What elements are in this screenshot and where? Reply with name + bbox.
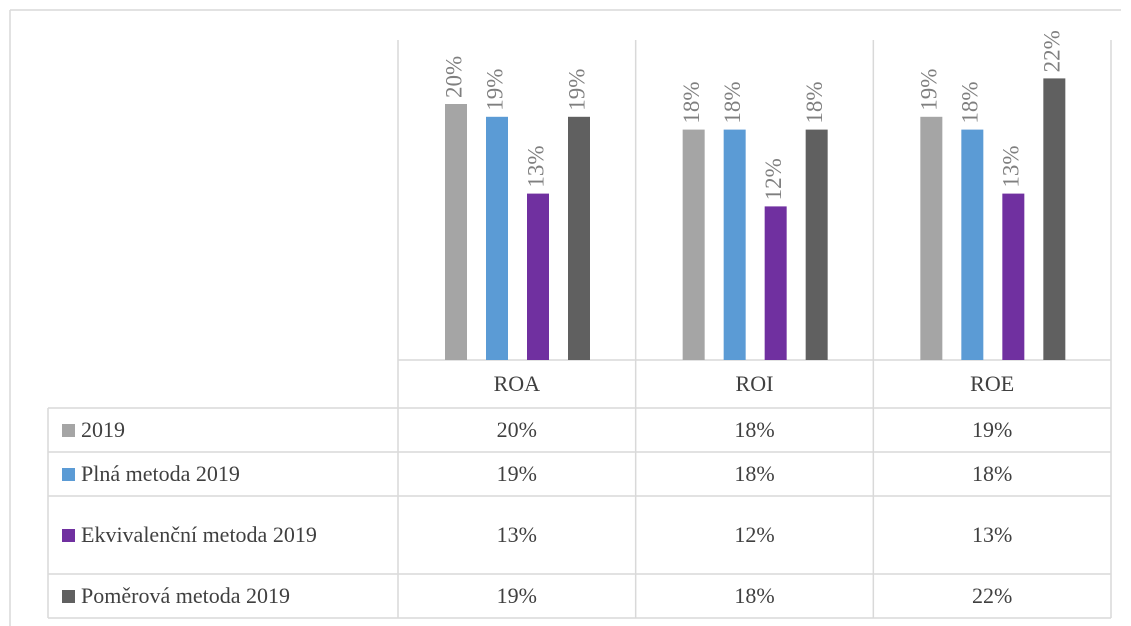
bar: [1043, 78, 1066, 361]
data-label: 18%: [958, 81, 983, 123]
legend-cell: 2019: [62, 408, 394, 452]
data-label: 20%: [441, 56, 466, 98]
legend-text-wrap: Poměrová metoda 2019: [62, 583, 290, 609]
legend-label: 2019: [81, 417, 125, 442]
legend-label: Plná metoda 2019: [81, 461, 240, 486]
legend-entry: Plná metoda 2019: [62, 452, 394, 496]
bar: [920, 116, 943, 360]
data-label: 18%: [802, 81, 827, 123]
legend-key: [62, 529, 75, 542]
legend-cell: Ekvivalenční metoda 2019: [62, 496, 394, 574]
table-cell: 18%: [734, 461, 774, 486]
table-cell: 19%: [497, 461, 537, 486]
bar: [445, 104, 467, 360]
bar: [1002, 193, 1025, 360]
legend-key: [62, 590, 75, 603]
data-label: 19%: [917, 69, 942, 111]
legend-label: Poměrová metoda 2019: [81, 583, 290, 608]
data-label: 19%: [482, 69, 507, 111]
data-label: 18%: [679, 81, 704, 123]
data-label: 18%: [720, 81, 745, 123]
table-cell: 18%: [734, 417, 774, 442]
bar: [486, 116, 508, 360]
bar: [682, 129, 705, 360]
legend-text-wrap: 2019: [62, 417, 125, 443]
table-cell: 12%: [734, 522, 774, 547]
legend-entry: 2019: [62, 408, 394, 452]
table-cell: 13%: [972, 522, 1012, 547]
data-label: 19%: [564, 69, 589, 111]
category-label: ROA: [494, 371, 541, 396]
legend-text-wrap: Plná metoda 2019: [62, 461, 240, 487]
table-cell: 13%: [497, 522, 537, 547]
legend-entry: Poměrová metoda 2019: [62, 574, 394, 618]
legend-key: [62, 424, 75, 437]
category-label: ROI: [736, 371, 774, 396]
bar: [764, 206, 787, 360]
table-cell: 20%: [497, 417, 537, 442]
legend-label: Ekvivalenční metoda 2019: [81, 522, 317, 547]
legend-cell: Poměrová metoda 2019: [62, 574, 394, 618]
table-cell: 19%: [497, 583, 537, 608]
category-label: ROE: [970, 371, 1014, 396]
table-cell: 18%: [734, 583, 774, 608]
bar: [805, 129, 828, 360]
table-cell: 22%: [972, 583, 1012, 608]
bar: [723, 129, 746, 360]
table-cell: 18%: [972, 461, 1012, 486]
bar: [568, 116, 590, 360]
data-label: 13%: [999, 145, 1024, 187]
legend-text-wrap: Ekvivalenční metoda 2019: [62, 522, 317, 548]
data-label: 22%: [1040, 30, 1065, 72]
data-label: 13%: [523, 145, 548, 187]
legend-cell: Plná metoda 2019: [62, 452, 394, 496]
table-cell: 19%: [972, 417, 1012, 442]
legend-key: [62, 468, 75, 481]
data-label: 12%: [761, 158, 786, 200]
bar: [527, 193, 549, 360]
bar: [961, 129, 984, 360]
legend-entry: Ekvivalenční metoda 2019: [62, 496, 394, 574]
